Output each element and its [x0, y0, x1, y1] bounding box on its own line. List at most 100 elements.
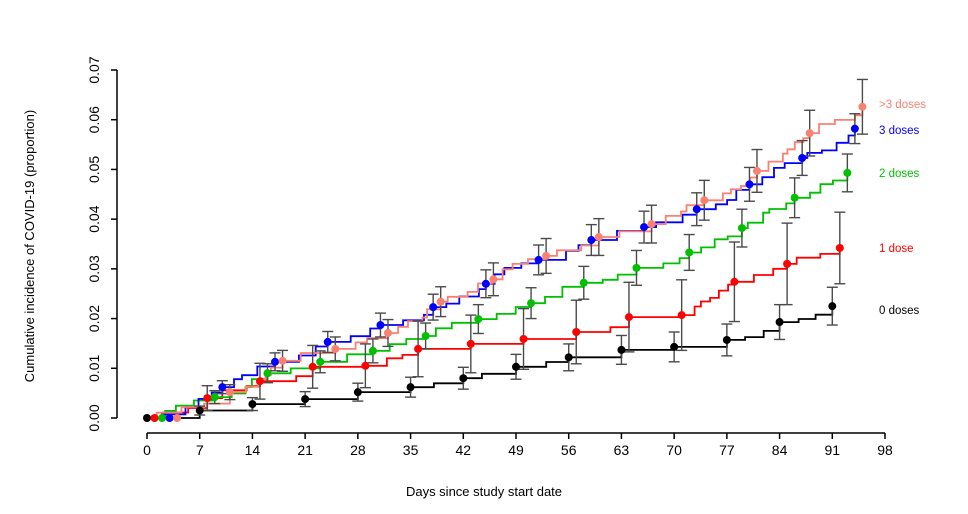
- point--3-doses-week-1: [225, 388, 234, 397]
- point-3-doses-week-3: [323, 337, 332, 346]
- point-3-doses-week-2: [271, 357, 280, 366]
- x-tick-label: 77: [719, 442, 735, 458]
- point-2-doses-week-6: [474, 315, 483, 324]
- point-0-doses-week-6: [459, 374, 468, 383]
- y-tick-label: 0.03: [86, 255, 102, 282]
- point-2-doses-week-10: [685, 248, 694, 257]
- point--3-doses-week-6: [489, 275, 498, 284]
- point-1-dose-week-5: [414, 344, 423, 353]
- x-tick-label: 28: [350, 442, 366, 458]
- x-tick-label: 70: [666, 442, 682, 458]
- x-tick-label: 84: [772, 442, 788, 458]
- point-1-dose-week-10: [677, 311, 686, 320]
- x-tick-label: 49: [508, 442, 524, 458]
- point--3-doses-week-9: [647, 220, 656, 229]
- x-tick-label: 14: [245, 442, 261, 458]
- point-1-dose-week-4: [361, 361, 370, 370]
- point-0-doses-week-4: [353, 388, 362, 397]
- point-2-doses-week-12: [790, 193, 799, 202]
- x-tick-label: 91: [824, 442, 840, 458]
- point-3-doses-week-4: [376, 321, 385, 330]
- point--3-doses-week-11: [752, 166, 761, 175]
- point--3-doses-week-3: [331, 344, 340, 353]
- y-tick-label: 0.04: [86, 205, 102, 232]
- y-axis-title: Cumulative incidence of COVID-19 (propor…: [22, 109, 37, 383]
- point--3-doses-week-8: [594, 233, 603, 242]
- point-0-doses-week-8: [564, 353, 573, 362]
- point-0-doses-week-3: [301, 395, 310, 404]
- point-0-doses-week-5: [406, 383, 415, 392]
- point-3-doses-week-1: [218, 383, 227, 392]
- point-0-doses-week-2: [248, 400, 257, 409]
- y-tick-label: 0.02: [86, 305, 102, 332]
- step-curves-layer: [147, 106, 864, 419]
- point-2-doses-week-7: [527, 299, 536, 308]
- point-0-doses-week-7: [512, 362, 520, 371]
- point-1-dose-week-7: [519, 334, 528, 343]
- point--3-doses-week-0: [173, 414, 182, 422]
- legend-label--3-doses: >3 doses: [879, 99, 926, 111]
- legend-label-3-doses: 3 doses: [879, 125, 920, 137]
- point-2-doses-week-2: [263, 369, 272, 378]
- point-2-doses-week-3: [316, 357, 325, 366]
- point-0-doses-week-12: [775, 318, 784, 327]
- curve-3-doses: [147, 128, 856, 419]
- point-1-dose-week-3: [308, 362, 317, 371]
- point-1-dose-week-1: [203, 394, 212, 403]
- point-3-doses-week-5: [429, 303, 438, 312]
- point-0-doses-week-0: [143, 414, 151, 422]
- legend-label-0-doses: 0 doses: [879, 305, 920, 317]
- legend-label-1-dose: 1 dose: [879, 243, 914, 255]
- x-tick-label: 63: [614, 442, 630, 458]
- x-tick-label: 56: [561, 442, 577, 458]
- x-tick-label: 42: [455, 442, 471, 458]
- point-3-doses-week-9: [640, 223, 649, 232]
- point-1-dose-week-12: [783, 259, 792, 268]
- point-3-doses-week-0: [165, 414, 174, 422]
- point-estimates-layer: [143, 102, 867, 422]
- x-tick-label: 21: [297, 442, 313, 458]
- point--3-doses-week-13: [858, 102, 867, 111]
- legend-label-2-doses: 2 doses: [879, 168, 920, 180]
- point-2-doses-week-4: [368, 346, 377, 355]
- point-0-doses-week-13: [828, 302, 837, 311]
- point-3-doses-week-11: [745, 180, 754, 189]
- point-1-dose-week-11: [730, 277, 739, 286]
- point-3-doses-week-12: [798, 153, 807, 162]
- y-tick-label: 0.05: [86, 156, 102, 183]
- point-2-doses-week-0: [158, 414, 167, 422]
- point-3-doses-week-8: [587, 236, 596, 245]
- point-2-doses-week-11: [737, 224, 746, 233]
- point-0-doses-week-11: [722, 335, 731, 344]
- point-2-doses-week-9: [632, 263, 641, 272]
- point-3-doses-week-6: [481, 279, 490, 288]
- point-1-dose-week-8: [572, 327, 581, 336]
- y-tick-label: 0.07: [86, 56, 102, 83]
- x-tick-label: 98: [877, 442, 893, 458]
- x-axis-title: Days since study start date: [405, 484, 563, 499]
- point-2-doses-week-8: [579, 278, 588, 287]
- point-1-dose-week-6: [466, 339, 475, 348]
- y-tick-label: 0.00: [86, 404, 102, 431]
- point--3-doses-week-4: [383, 328, 392, 337]
- point-1-dose-week-13: [835, 243, 844, 252]
- x-tick-label: 35: [403, 442, 419, 458]
- point-2-doses-week-13: [843, 168, 852, 177]
- point-1-dose-week-2: [255, 377, 264, 386]
- point-2-doses-week-1: [210, 393, 219, 402]
- point-1-dose-week-0: [150, 414, 159, 422]
- point-2-doses-week-5: [421, 331, 430, 340]
- legend-layer: >3 doses 3 doses 2 doses 1 dose 0 doses: [879, 99, 926, 317]
- point--3-doses-week-7: [542, 251, 551, 260]
- y-tick-label: 0.06: [86, 106, 102, 133]
- y-tick-label: 0.01: [86, 354, 102, 381]
- point--3-doses-week-10: [700, 196, 709, 205]
- point-3-doses-week-10: [692, 205, 701, 214]
- point-0-doses-week-9: [617, 345, 626, 354]
- axes-layer: 0 7 14 21 28 35 42 49 56 63 70 77 84 91 98 0.00 0.01 0.02…: [86, 56, 893, 458]
- x-tick-label: 0: [143, 442, 151, 458]
- point-0-doses-week-1: [195, 406, 204, 415]
- x-tick-label: 7: [196, 442, 204, 458]
- point-0-doses-week-10: [670, 342, 679, 351]
